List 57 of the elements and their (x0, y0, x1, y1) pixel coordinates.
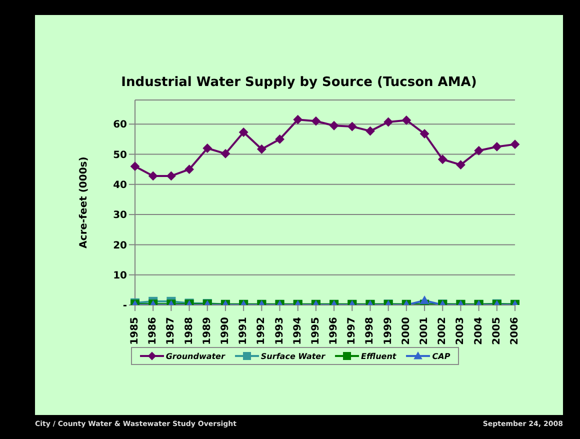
x-tick-label: 1987 (166, 316, 177, 345)
x-tick-label: 2003 (455, 316, 466, 345)
x-tick-label: 2006 (510, 316, 520, 345)
point (402, 116, 411, 125)
point (239, 128, 248, 137)
point (275, 134, 284, 144)
x-tick-label: 1992 (256, 316, 268, 345)
point (384, 118, 393, 127)
point (166, 171, 176, 180)
x-tick-label: 1988 (184, 316, 195, 345)
x-tick-label: 2005 (491, 316, 502, 345)
point (220, 149, 230, 158)
point (474, 146, 484, 156)
x-tick-label: 1989 (202, 316, 213, 345)
x-tick-label: 1990 (220, 316, 231, 345)
point (510, 140, 520, 149)
x-tick-label: 1993 (274, 316, 286, 345)
point (366, 126, 375, 136)
x-tick-label: 1994 (292, 316, 304, 345)
y-tick-label: 50 (113, 150, 128, 161)
y-axis-title: Acre-feet (000s) (78, 156, 90, 248)
point (420, 129, 430, 138)
point (492, 142, 502, 152)
y-tick-label: 20 (113, 240, 128, 252)
x-tick-label: 2002 (437, 316, 448, 345)
x-tick-label: 1995 (310, 316, 322, 345)
y-tick-label: - (122, 300, 127, 312)
point (202, 144, 212, 153)
point (293, 115, 302, 124)
point (348, 122, 357, 132)
x-tick-label: 1998 (364, 316, 376, 345)
y-tick-label: 40 (113, 180, 128, 191)
x-tick-label: 2000 (400, 316, 412, 345)
point (184, 164, 194, 174)
x-tick-label: 2004 (473, 316, 484, 345)
x-tick-label: 1991 (238, 316, 250, 345)
x-tick-label: 1996 (328, 316, 340, 345)
legend-label: Surface Water (260, 351, 326, 361)
x-tick-label: 1986 (148, 316, 159, 345)
chart-title: Industrial Water Supply by Source (Tucson AMA) (120, 75, 478, 90)
point (311, 116, 320, 126)
x-tick-label: 1999 (382, 316, 394, 345)
x-tick-label: 1985 (130, 316, 140, 345)
x-tick-label: 1997 (346, 316, 358, 345)
y-tick-label: 30 (113, 210, 128, 222)
point (148, 171, 158, 180)
point (456, 160, 466, 170)
y-tick-label: 60 (113, 120, 128, 131)
legend-label: Effluent (360, 351, 396, 361)
point (330, 121, 339, 130)
point (130, 162, 140, 171)
y-tick-label: 10 (113, 270, 128, 282)
legend-label: Groundwater (164, 351, 225, 361)
x-tick-label: 2001 (419, 316, 430, 345)
legend-label: CAP (431, 351, 450, 361)
point (438, 154, 448, 164)
point (257, 144, 266, 154)
